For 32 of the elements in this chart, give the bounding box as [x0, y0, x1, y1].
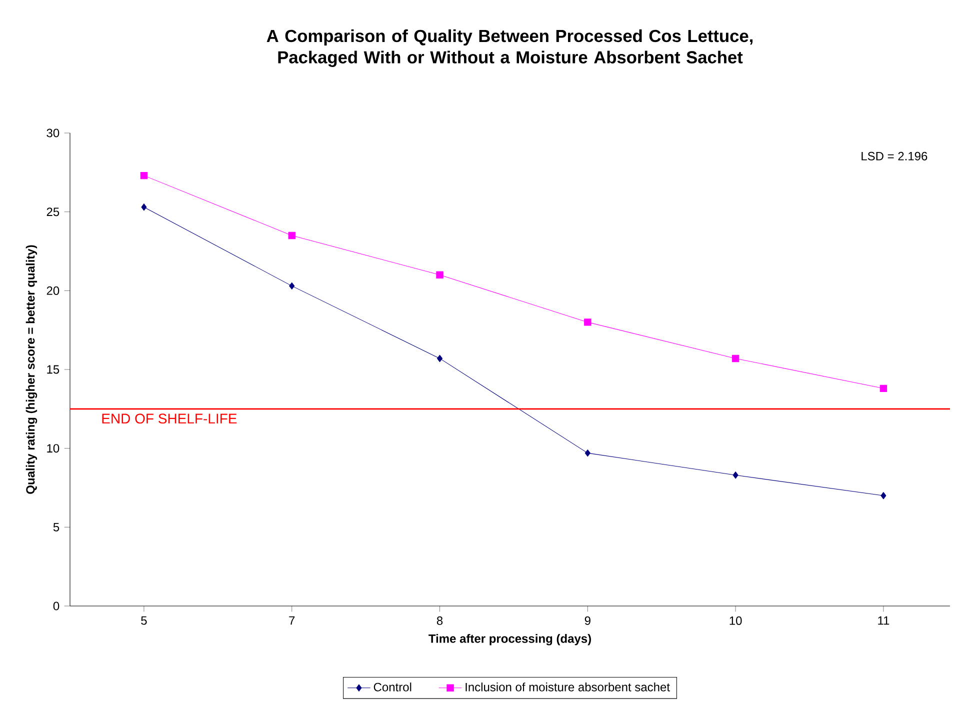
x-tick-label: 10: [730, 616, 742, 625]
annotation: LSD = 2.196: [862, 152, 928, 160]
x-tick-label: 7: [289, 616, 295, 625]
point: [880, 492, 886, 500]
point: [289, 282, 295, 290]
x-tick-label: 9: [584, 616, 590, 625]
point: [732, 354, 740, 362]
x-tick-label: 5: [141, 616, 147, 625]
point: [732, 472, 738, 479]
y-tick-label: 25: [46, 208, 60, 216]
y-tick-label: 30: [46, 128, 60, 138]
y-axis-title: Quality rating (higher score = better quality): [26, 245, 38, 494]
point: [436, 354, 443, 362]
x-axis-title: Time after processing (days): [428, 634, 591, 646]
chart-title: A Comparison of Quality Between Processed Cos Lettuce, Packaged With or Without a Moisture Absorbent Sachet: [266, 29, 753, 67]
y-tick-label: 20: [46, 286, 60, 295]
point: [880, 384, 888, 392]
point: [288, 232, 296, 240]
y-tick-label: 0: [53, 602, 60, 610]
point: [141, 203, 147, 211]
x-tick-label: 11: [878, 616, 890, 625]
y-tick-label: 5: [53, 522, 60, 532]
ref-line-label: END OF SHELF-LIFE: [102, 414, 237, 424]
x-tick-label: 8: [436, 616, 443, 625]
point: [436, 271, 444, 278]
y-tick-label: 15: [47, 365, 60, 374]
point: [140, 172, 148, 180]
point: [584, 318, 592, 326]
point: [584, 449, 590, 457]
y-tick-label: 10: [47, 444, 60, 453]
legend-label: Inclusion of moisture absorbent sachet: [466, 682, 670, 692]
legend-label: Control: [374, 682, 412, 692]
